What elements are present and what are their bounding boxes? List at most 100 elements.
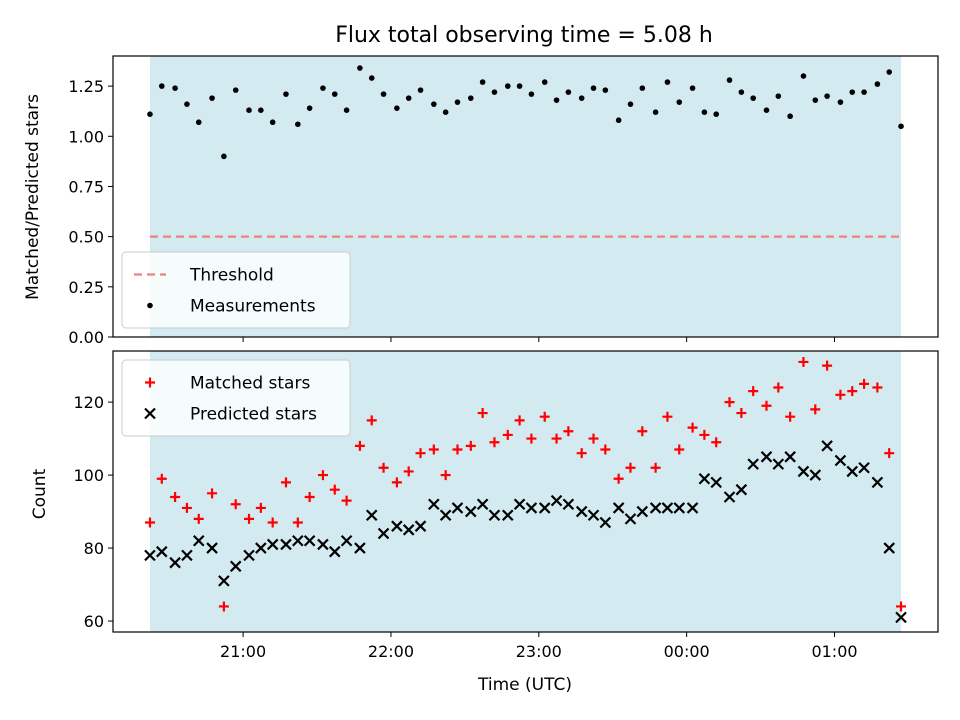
measurements-point [516, 83, 523, 89]
measurements-point [221, 153, 227, 160]
matched-stars-point [391, 477, 402, 488]
measurements-point [442, 109, 449, 115]
measurements-point [874, 81, 881, 87]
predicted-stars-point [501, 509, 514, 521]
matched-stars-point [489, 437, 500, 448]
matched-stars-point [674, 444, 685, 455]
measurements-point [454, 99, 461, 105]
predicted-stars-point [636, 505, 649, 518]
predicted-stars-point [686, 502, 699, 514]
predicted-stars-point [192, 534, 205, 547]
legend-swatch-predicted-stars [144, 407, 156, 420]
y-tick-label: 1.00 [68, 127, 104, 146]
matched-stars-point [637, 426, 648, 437]
measurements-point [639, 85, 646, 91]
predicted-stars-point [784, 451, 796, 463]
measurements-point [295, 121, 301, 128]
measurements-point [431, 101, 437, 107]
measurements-point [467, 95, 474, 101]
measurements-point [701, 109, 708, 115]
x-tick-label: 21:00 [220, 642, 266, 661]
predicted-stars-point [858, 462, 870, 474]
measurements-point [331, 91, 338, 97]
measurements-point [232, 87, 239, 93]
measurements-point [763, 107, 770, 113]
measurements-point [405, 95, 412, 101]
matched-stars-point [872, 382, 883, 393]
predicted-stars-point [365, 509, 378, 521]
matched-stars-point [207, 488, 218, 499]
matched-stars-point [317, 470, 328, 481]
predicted-stars-point [649, 502, 662, 514]
measurements-point [898, 123, 904, 130]
predicted-stars-point [735, 483, 748, 496]
measurements-point [184, 101, 190, 107]
x-tick-label: 00:00 [664, 642, 710, 661]
matched-stars-point [526, 433, 537, 444]
count-panel-frame [112, 350, 939, 633]
matched-stars-point [810, 404, 821, 415]
predicted-stars-point [834, 454, 847, 467]
matched-stars-point [428, 444, 439, 455]
predicted-stars-point [255, 542, 267, 554]
chart-title: Flux total observing time = 5.08 h [335, 23, 713, 48]
legend-label-matched-stars: Matched stars [190, 374, 310, 394]
measurements-point [368, 75, 375, 81]
matched-stars-point [625, 462, 636, 473]
predicted-stars-point [797, 465, 810, 478]
predicted-stars-point [698, 472, 711, 485]
measurements-point [147, 111, 153, 118]
measurements-point [590, 85, 597, 91]
matched-stars-point [687, 422, 698, 433]
predicted-stars-point [181, 549, 193, 562]
measurements-point [812, 97, 819, 103]
predicted-stars-point [328, 545, 341, 558]
matched-stars-point [551, 433, 562, 444]
legend-label-measurements: Measurements [190, 297, 316, 317]
predicted-stars-point [624, 513, 637, 525]
measurements-point [750, 95, 756, 101]
matched-stars-point [896, 601, 907, 612]
measurements-point [541, 79, 548, 85]
matched-stars-point [244, 513, 255, 524]
matched-stars-point [465, 440, 476, 451]
matched-stars-point [884, 448, 895, 459]
measurements-point [578, 95, 585, 101]
measurements-point [787, 113, 793, 120]
predicted-stars-point [895, 611, 907, 624]
matched-stars-point [193, 513, 204, 524]
measurements-point [246, 107, 252, 113]
matched-stars-point [502, 429, 513, 440]
predicted-stars-point [391, 520, 403, 532]
predicted-stars-point [243, 549, 255, 562]
legend-label-threshold: Threshold [189, 266, 274, 286]
matched-stars-point [304, 491, 315, 502]
measurements-point [565, 89, 572, 95]
predicted-stars-point [871, 476, 884, 489]
measurements-point [775, 93, 782, 99]
predicted-stars-point [169, 556, 181, 569]
measurements-point [283, 91, 289, 97]
measurements-point [553, 97, 560, 103]
predicted-stars-point [280, 538, 292, 551]
measurements-point [209, 95, 215, 101]
predicted-stars-point [156, 545, 168, 558]
predicted-stars-point [661, 502, 674, 514]
predicted-stars-point [292, 534, 304, 547]
measurements-point [479, 79, 486, 85]
predicted-stars-point [317, 538, 329, 551]
predicted-stars-point [266, 538, 279, 551]
matched-stars-point [329, 484, 340, 495]
predicted-stars-point [710, 476, 723, 489]
x-axis-label: Time (UTC) [477, 675, 572, 695]
measurements-point [689, 85, 696, 91]
ratio-legend: Threshold Measurements [121, 251, 351, 329]
measurements-point [837, 99, 844, 105]
predicted-stars-point [760, 451, 773, 463]
matched-stars-point [613, 473, 624, 484]
predicted-stars-point [846, 465, 859, 478]
measurements-point [394, 105, 400, 111]
predicted-stars-point [428, 498, 440, 511]
predicted-stars-point [587, 509, 600, 521]
